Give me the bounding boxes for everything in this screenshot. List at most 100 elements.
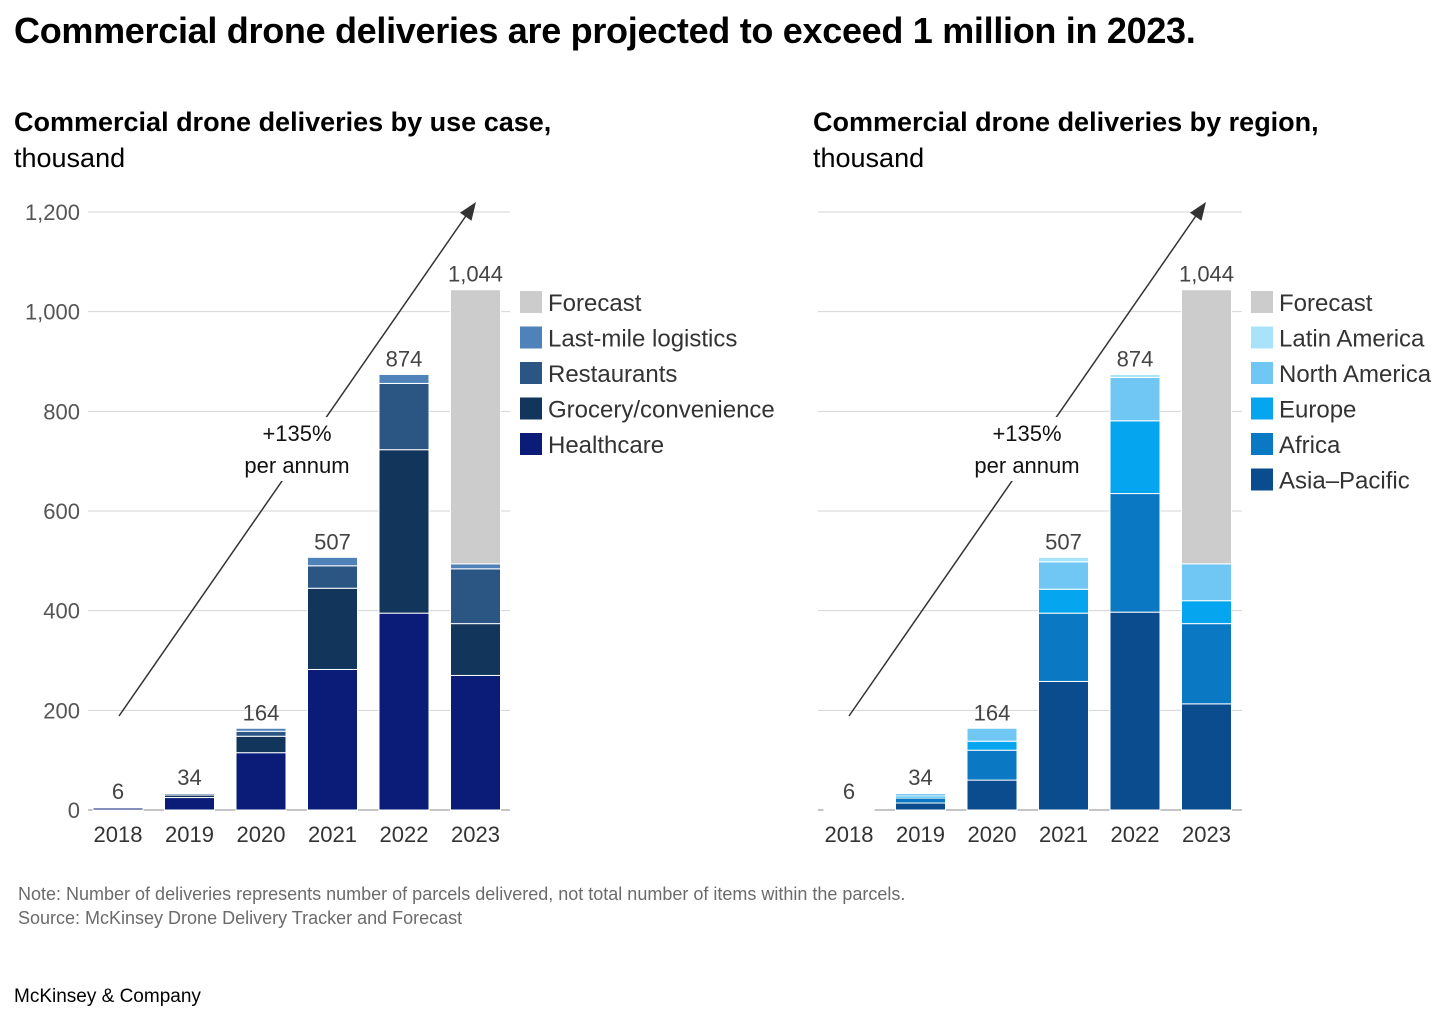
brand-logo: McKinsey & Company (14, 986, 201, 1007)
bar-segment (1038, 561, 1089, 590)
bar-segment (378, 382, 430, 451)
legend-swatch (1251, 397, 1273, 420)
bar-segment (235, 730, 287, 737)
x-tick-label: 2021 (308, 822, 357, 847)
y-tick-label: 800 (43, 399, 80, 424)
bar-segment (1181, 703, 1232, 811)
bar-segment (164, 797, 215, 811)
main-title: Commercial drone deliveries are projecte… (14, 10, 1196, 51)
bar-total-label: 507 (314, 529, 351, 554)
legend-label: Forecast (548, 290, 642, 317)
bar-segment (966, 749, 1018, 781)
bar-segment (1109, 493, 1161, 613)
bar-segment (1038, 588, 1089, 614)
growth-arrow-head (1189, 202, 1206, 221)
bar-total-label: 874 (1117, 346, 1154, 371)
bar-segment (307, 565, 358, 589)
x-tick-label: 2022 (380, 822, 429, 847)
annotation-backdrop (961, 417, 1093, 481)
annotation-backdrop (231, 417, 363, 481)
growth-arrow-head (459, 202, 476, 221)
legend-swatch (1251, 362, 1273, 384)
y-tick-label: 0 (68, 798, 80, 823)
bar-total-label: 1,044 (448, 262, 503, 287)
bar-segment (235, 752, 287, 811)
growth-annotation: per annum (974, 453, 1079, 478)
bar-segment (450, 289, 501, 565)
bar-total-label: 1,044 (1179, 262, 1234, 287)
legend-label: Forecast (1279, 290, 1373, 317)
bar-segment (307, 587, 358, 670)
bar-total-label: 507 (1045, 529, 1082, 554)
bar-segment (1181, 623, 1232, 705)
bar-total-label: 164 (974, 700, 1011, 725)
x-tick-label: 2023 (1182, 822, 1231, 847)
legend-label: Healthcare (548, 432, 664, 459)
legend-label: Asia–Pacific (1279, 468, 1410, 495)
x-tick-label: 2023 (451, 822, 500, 847)
legend-swatch (520, 433, 542, 455)
bar-segment (966, 779, 1018, 811)
growth-annotation: +135% (262, 421, 331, 446)
x-tick-label: 2019 (896, 822, 945, 847)
bar-segment (1181, 600, 1232, 625)
bar-segment (1181, 289, 1232, 565)
growth-annotation: +135% (992, 421, 1061, 446)
bar-segment (378, 612, 430, 811)
bar-segment (895, 797, 946, 804)
x-tick-label: 2019 (165, 822, 214, 847)
legend-swatch (1251, 433, 1273, 455)
growth-annotation: per annum (244, 453, 349, 478)
bar-segment (307, 668, 358, 811)
chart-note: Note: Number of deliveries represents nu… (18, 884, 906, 904)
legend-label: North America (1279, 361, 1432, 388)
bar-segment (1109, 376, 1161, 422)
x-tick-label: 2020 (968, 822, 1017, 847)
x-tick-label: 2018 (825, 822, 874, 847)
bar-segment (1181, 563, 1232, 602)
bar-segment (235, 727, 287, 732)
bar-segment (895, 802, 946, 811)
bar-segment (450, 563, 501, 570)
bar-segment (1109, 420, 1161, 495)
bar-total-label: 6 (843, 779, 855, 804)
chart-source: Source: McKinsey Drone Delivery Tracker … (18, 908, 463, 928)
x-tick-label: 2021 (1039, 822, 1088, 847)
bar-segment (1038, 612, 1089, 682)
y-tick-label: 400 (43, 599, 80, 624)
legend-swatch (1251, 468, 1273, 491)
bar-segment (1109, 611, 1161, 811)
bar-segment (1109, 373, 1161, 378)
x-tick-label: 2020 (237, 822, 286, 847)
chart1-subtitle: thousand (14, 143, 126, 173)
bar-segment (235, 735, 287, 754)
legend-swatch (1251, 326, 1273, 349)
chart2-subtitle: thousand (813, 143, 925, 173)
legend-label: Africa (1279, 432, 1341, 459)
legend-label: Latin America (1279, 326, 1425, 353)
y-tick-label: 600 (43, 499, 80, 524)
bar-segment (450, 623, 501, 676)
legend-label: Europe (1279, 397, 1356, 424)
bar-segment (378, 373, 430, 384)
bar-segment (307, 556, 358, 567)
bar-segment (450, 568, 501, 625)
bar-segment (450, 674, 501, 811)
legend-swatch (1251, 291, 1273, 313)
bar-segment (378, 449, 430, 614)
x-tick-label: 2022 (1111, 822, 1160, 847)
bar-total-label: 34 (177, 765, 201, 790)
legend-swatch (520, 397, 542, 420)
bar-segment (1038, 680, 1089, 811)
bar-segment (966, 727, 1018, 742)
legend-label: Last-mile logistics (548, 326, 737, 353)
legend-swatch (520, 291, 542, 313)
y-tick-label: 1,200 (25, 200, 80, 225)
chart1-title: Commercial drone deliveries by use case, (14, 107, 552, 137)
x-tick-label: 2018 (94, 822, 143, 847)
bar-segment (1038, 556, 1089, 563)
y-tick-label: 1,000 (25, 300, 80, 325)
bar-total-label: 6 (112, 779, 124, 804)
legend-swatch (520, 326, 542, 349)
